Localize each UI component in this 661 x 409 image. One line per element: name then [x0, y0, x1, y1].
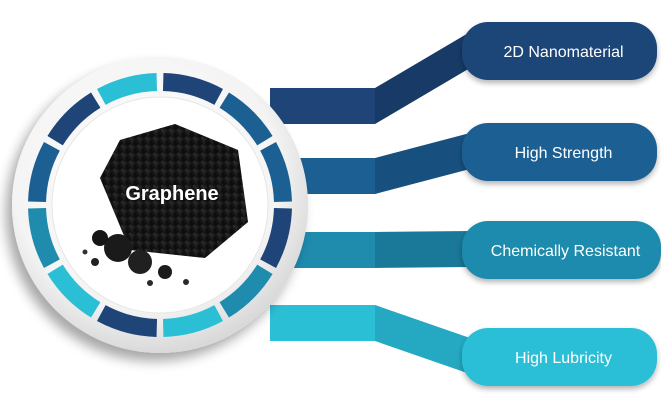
feature-label: 2D Nanomaterial: [503, 44, 623, 61]
feature-label: High Lubricity: [515, 350, 612, 367]
feature-pill-shape: [462, 328, 657, 386]
ring-segment: [219, 92, 273, 146]
segmented-ring: [28, 73, 292, 337]
connector-fold: [375, 133, 470, 194]
feature-pill-shape: [462, 221, 661, 279]
ring-segment: [28, 207, 60, 268]
connector-ribbons: [270, 32, 470, 374]
feature-pill: Chemically Resistant: [462, 221, 661, 279]
feature-label: Chemically Resistant: [491, 243, 641, 260]
feature-pill-shape: [462, 22, 657, 80]
feature-label: High Strength: [515, 145, 613, 162]
ring-segment: [28, 142, 60, 203]
feature-pill-shape: [462, 123, 657, 181]
ring-segment: [260, 207, 292, 268]
connector-band: [270, 305, 375, 341]
feature-pills: 2D Nanomaterial High Strength Chemically R…: [462, 22, 661, 386]
feature-pill: High Lubricity: [462, 328, 657, 386]
connector-fold: [375, 231, 470, 268]
ring-segment: [97, 305, 158, 337]
ring-segment: [219, 264, 273, 318]
ring-segment: [47, 264, 101, 318]
feature-pill: High Strength: [462, 123, 657, 181]
ring-segment: [162, 305, 223, 337]
ring-segment: [47, 92, 101, 146]
ring-segment: [260, 142, 292, 203]
connector-fold: [375, 305, 470, 374]
graphene-powder-image: [82, 124, 248, 286]
ring-segment: [162, 73, 223, 105]
connector-fold: [375, 32, 470, 124]
feature-pill: 2D Nanomaterial: [462, 22, 657, 80]
connector-band: [270, 88, 375, 124]
center-label: Graphene: [125, 183, 218, 205]
ring-segment: [97, 73, 158, 105]
